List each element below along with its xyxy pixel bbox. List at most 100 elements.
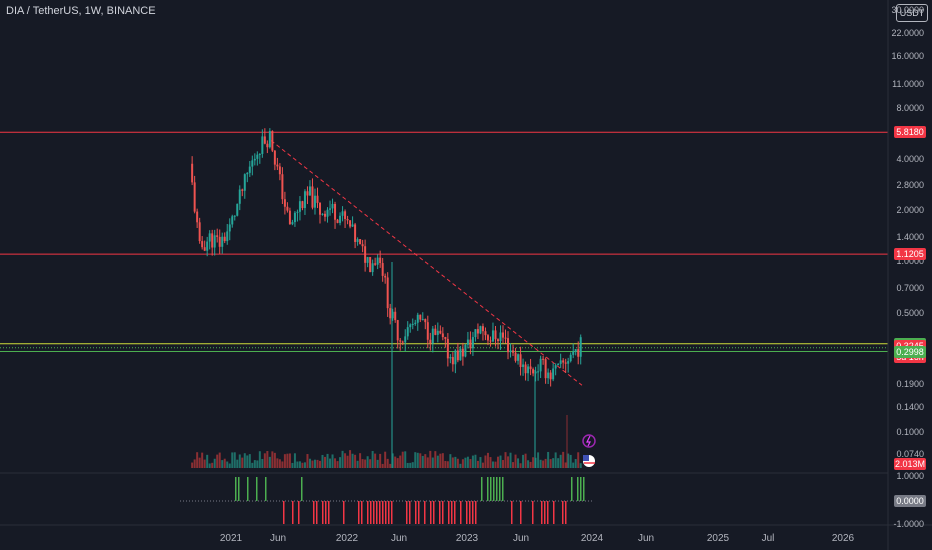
candle-body [384, 275, 387, 278]
osc-tick-label: -1.0000 [893, 519, 924, 529]
volume-bar [494, 461, 497, 468]
candle-body [248, 166, 251, 173]
volume-bar [268, 456, 271, 468]
osc-bar-down [451, 501, 453, 524]
y-tick-label: 22.0000 [891, 27, 924, 38]
volume-bar [326, 453, 329, 468]
candle-body [564, 362, 567, 364]
candle-body [404, 336, 407, 343]
volume-bar [361, 459, 364, 468]
volume-bar [391, 453, 394, 468]
osc-bar-down [547, 501, 549, 524]
osc-bar-down [406, 501, 408, 524]
candle-body [306, 191, 309, 196]
volume-bar [381, 463, 384, 468]
volume-bar [271, 451, 274, 468]
candle-body [534, 371, 537, 374]
volume-bar [419, 453, 422, 468]
candle-body [364, 246, 367, 263]
volume-bar [524, 453, 527, 468]
volume-bar [296, 461, 299, 468]
volume-bar [273, 452, 276, 468]
candle-body [451, 357, 454, 365]
volume-bar [213, 458, 216, 468]
currency-button[interactable]: USDT [896, 4, 928, 22]
volume-bar [552, 458, 555, 468]
osc-bar-up [496, 477, 498, 501]
candle-body [504, 337, 507, 339]
volume-bar [394, 456, 397, 468]
volume-bar [481, 462, 484, 468]
volume-bar [308, 458, 311, 468]
x-tick-label: Jun [390, 533, 408, 544]
candle-body [266, 143, 269, 148]
volume-bar [421, 455, 424, 468]
volume-bar [491, 461, 494, 468]
volume-bar [572, 462, 575, 468]
candle-body [208, 233, 211, 242]
candle-body [529, 366, 532, 370]
volume-bar [406, 462, 409, 468]
volume-bar [218, 452, 221, 468]
x-tick-label: 2023 [455, 533, 479, 544]
x-tick-label: 2026 [831, 533, 855, 544]
volume-bar [379, 453, 382, 468]
volume-bar [236, 459, 239, 468]
volume-bar [512, 462, 515, 468]
osc-bar-down [388, 501, 390, 524]
volume-bar [544, 458, 547, 468]
volume-bar [476, 460, 479, 468]
osc-bar-down [409, 501, 411, 524]
osc-bar-up [499, 477, 501, 501]
candle-body [271, 131, 274, 151]
volume-bar [559, 454, 562, 468]
volume-bar [502, 460, 505, 468]
volume-bar [401, 451, 404, 468]
lightning-glyph [586, 435, 591, 447]
osc-bar-down [544, 501, 546, 524]
volume-bar [517, 458, 520, 468]
osc-bar-up [577, 477, 579, 501]
volume-bar [288, 453, 291, 468]
candle-body [416, 314, 419, 323]
volume-bar [562, 451, 565, 468]
candle-body [579, 337, 582, 357]
volume-bar [221, 460, 224, 468]
volume-bar [258, 451, 261, 468]
candle-body [396, 320, 399, 341]
candle-body [547, 372, 550, 379]
candle-body [562, 360, 565, 363]
candle-body [499, 332, 502, 342]
candle-body [532, 369, 535, 374]
candle-body [253, 158, 256, 161]
volume-bar [577, 452, 580, 468]
osc-bar-up [487, 477, 489, 501]
candle-body [344, 211, 347, 220]
candle-body [559, 360, 562, 364]
osc-bar-down [532, 501, 534, 524]
candle-body [471, 337, 474, 349]
price-tag: 2.013M [894, 458, 926, 470]
volume-bar [278, 459, 281, 468]
volume-bar [554, 452, 557, 468]
volume-bar [198, 457, 201, 468]
volume-bar [529, 461, 532, 468]
volume-bar [466, 456, 469, 468]
volume-bar [248, 454, 251, 468]
candle-body [514, 352, 517, 361]
candle-body [542, 358, 545, 360]
y-tick-label: 0.5000 [896, 307, 924, 318]
candle-body [233, 215, 236, 217]
volume-bar [364, 459, 367, 468]
volume-bar [527, 460, 530, 468]
volume-bar [293, 453, 296, 468]
candle-body [381, 263, 384, 276]
osc-bar-down [370, 501, 372, 524]
candle-body [359, 239, 362, 245]
volume-bar [261, 458, 264, 468]
volume-bar [318, 460, 321, 468]
lightning-icon [582, 434, 596, 448]
candle-body [243, 174, 246, 191]
osc-bar-down [562, 501, 564, 524]
